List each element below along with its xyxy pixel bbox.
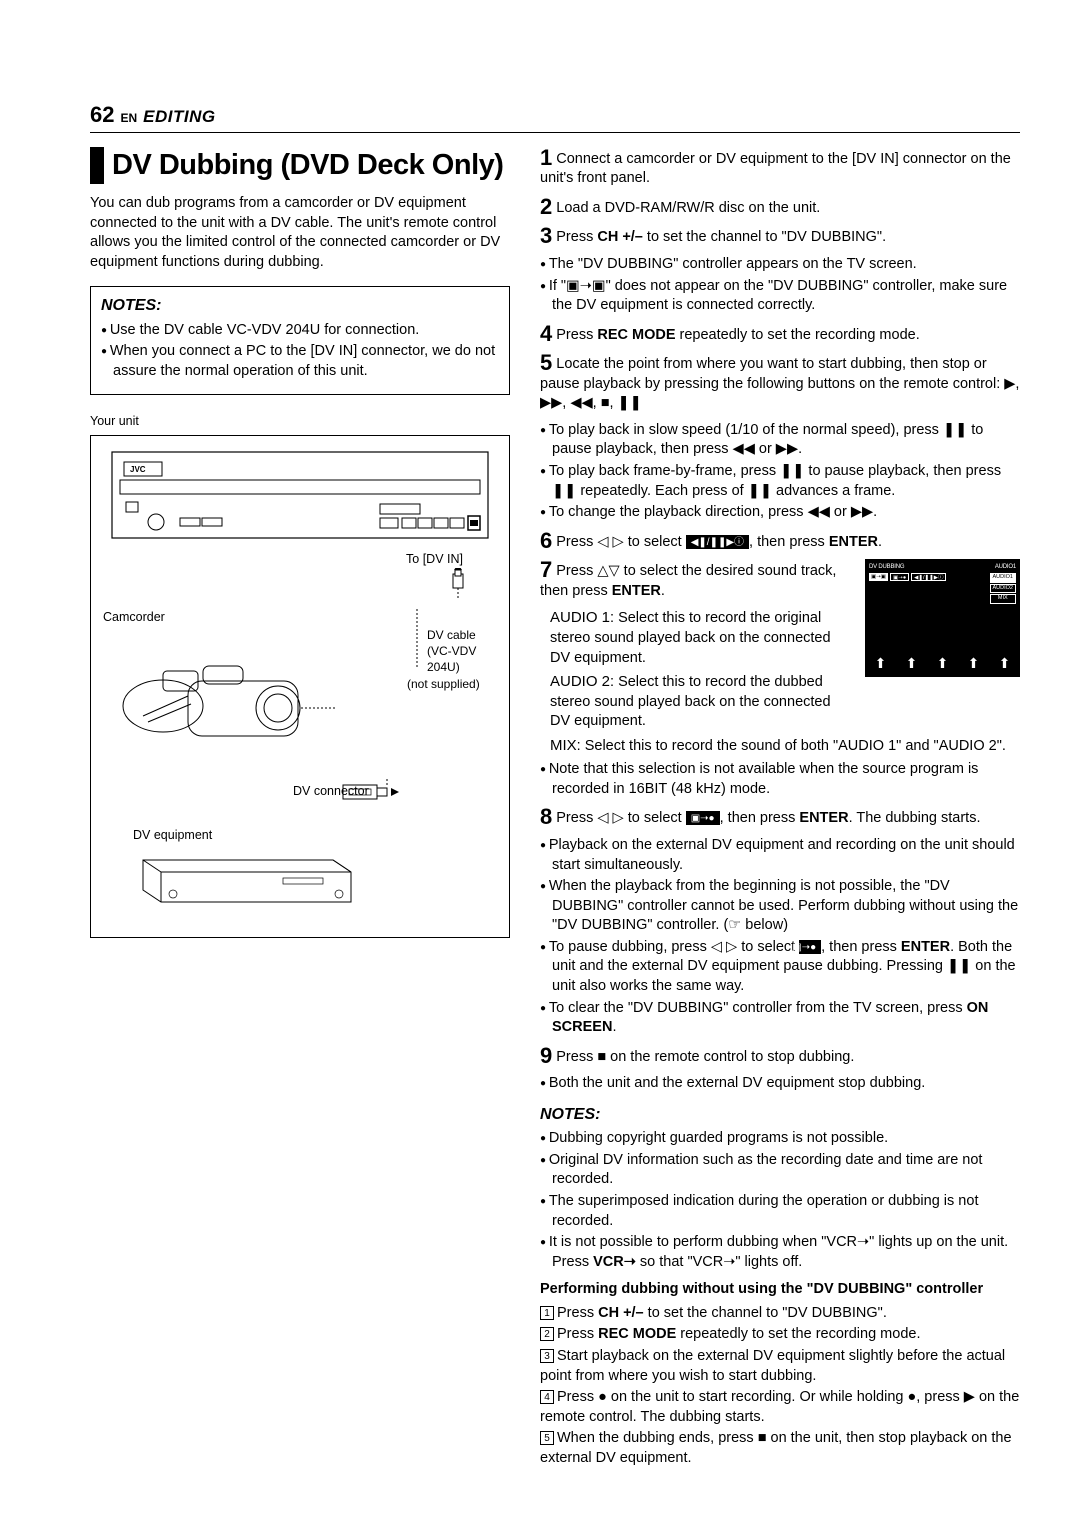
main-title: DV Dubbing (DVD Deck Only): [112, 147, 503, 184]
dub-start-icon: ▣➝●: [686, 811, 720, 825]
step5-bullet: To change the playback direction, press …: [540, 503, 1020, 523]
note-item: When you connect a PC to the [DV IN] con…: [101, 342, 499, 381]
diagram-label-camcorder: Camcorder: [103, 609, 407, 626]
page-lang: EN: [120, 110, 137, 126]
step8-bullet: To pause dubbing, press ◁ ▷ to select ▣➝…: [540, 938, 1020, 997]
diagram-dvconn-label: DV connector: [293, 783, 369, 800]
boxed-step-4: 4Press ● on the unit to start recording.…: [540, 1388, 1020, 1427]
step8-bullet: When the playback from the beginning is …: [540, 877, 1020, 936]
step-9: 9Press ■ on the remote control to stop d…: [540, 1045, 1020, 1068]
boxed-step-1: 1Press CH +/– to set the channel to "DV …: [540, 1304, 1020, 1324]
connector-plug-icon: [103, 568, 497, 598]
title-block: DV Dubbing (DVD Deck Only): [90, 147, 510, 184]
page-section: EDITING: [143, 106, 215, 129]
intro-text: You can dub programs from a camcorder or…: [90, 194, 510, 272]
audio1-option: AUDIO 1: Select this to record the origi…: [550, 608, 851, 668]
step5-bullet: To play back in slow speed (1/10 of the …: [540, 421, 1020, 460]
step-3: 3Press CH +/– to set the channel to "DV …: [540, 225, 1020, 248]
step5-bullet: To play back frame-by-frame, press ❚❚ to…: [540, 462, 1020, 501]
control-chip-icon: ◀❚/❚❚▶ⓘ: [686, 535, 749, 549]
title-bar-icon: [90, 147, 104, 184]
diagram-label-dvin: To [DV IN]: [103, 551, 497, 568]
unit-illustration: JVC: [103, 450, 497, 540]
page-number: 62: [90, 100, 114, 130]
note2-item: Original DV information such as the reco…: [540, 1151, 1020, 1190]
dub-pause-icon: ▣➝●: [799, 940, 821, 954]
step9-bullet: Both the unit and the external DV equipm…: [540, 1074, 1020, 1094]
svg-text:JVC: JVC: [130, 465, 146, 474]
step8-bullet: To clear the "DV DUBBING" controller fro…: [540, 999, 1020, 1038]
diagram-label-unit: Your unit: [90, 413, 510, 430]
page-header: 62 EN EDITING: [90, 100, 1020, 133]
step7-note: Note that this selection is not availabl…: [540, 760, 1020, 799]
camcorder-illustration: [103, 626, 343, 766]
notes2-title: NOTES:: [540, 1104, 1020, 1126]
note2-item: It is not possible to perform dubbing wh…: [540, 1233, 1020, 1272]
diagram-dveq-label: DV equipment: [133, 827, 497, 844]
step-8: 8Press ◁ ▷ to select ▣➝●, then press ENT…: [540, 806, 1020, 829]
note2-item: The superimposed indication during the o…: [540, 1192, 1020, 1231]
boxed-step-2: 2Press REC MODE repeatedly to set the re…: [540, 1325, 1020, 1345]
note-item: Use the DV cable VC-VDV 204U for connect…: [101, 321, 499, 341]
step8-bullet: Playback on the external DV equipment an…: [540, 836, 1020, 875]
osd-preview: DV DUBBINGAUDIO1 ▣➝▣ ▣➝● ◀❚/❚❚▶ⓘ AUDIO1 …: [865, 559, 1020, 677]
step3-bullet: If "▣➝▣" does not appear on the "DV DUBB…: [540, 277, 1020, 316]
note2-item: Dubbing copyright guarded programs is no…: [540, 1129, 1020, 1149]
boxed-step-5: 5When the dubbing ends, press ■ on the u…: [540, 1429, 1020, 1468]
dv-equipment-illustration: [133, 848, 363, 908]
step-1: 1Connect a camcorder or DV equipment to …: [540, 147, 1020, 189]
mix-option: MIX: Select this to record the sound of …: [540, 736, 1020, 757]
step-5: 5Locate the point from where you want to…: [540, 352, 1020, 414]
notes-title: NOTES:: [101, 295, 499, 317]
step3-bullet: The "DV DUBBING" controller appears on t…: [540, 255, 1020, 275]
step-2: 2Load a DVD-RAM/RW/R disc on the unit.: [540, 196, 1020, 219]
performing-title: Performing dubbing without using the "DV…: [540, 1280, 1020, 1300]
diagram-box: JVC To [DV IN]: [90, 435, 510, 937]
audio2-option: AUDIO 2: Select this to record the dubbe…: [550, 672, 851, 732]
boxed-step-3: 3Start playback on the external DV equip…: [540, 1347, 1020, 1386]
step-6: 6Press ◁ ▷ to select ◀❚/❚❚▶ⓘ, then press…: [540, 530, 1020, 553]
step-4: 4Press REC MODE repeatedly to set the re…: [540, 323, 1020, 346]
step-7: 7Press △▽ to select the desired sound tr…: [540, 559, 851, 601]
diagram-cable-note: (not supplied): [407, 676, 497, 692]
cable-line-icon: [407, 609, 427, 669]
notes-box: NOTES: Use the DV cable VC-VDV 204U for …: [90, 286, 510, 394]
